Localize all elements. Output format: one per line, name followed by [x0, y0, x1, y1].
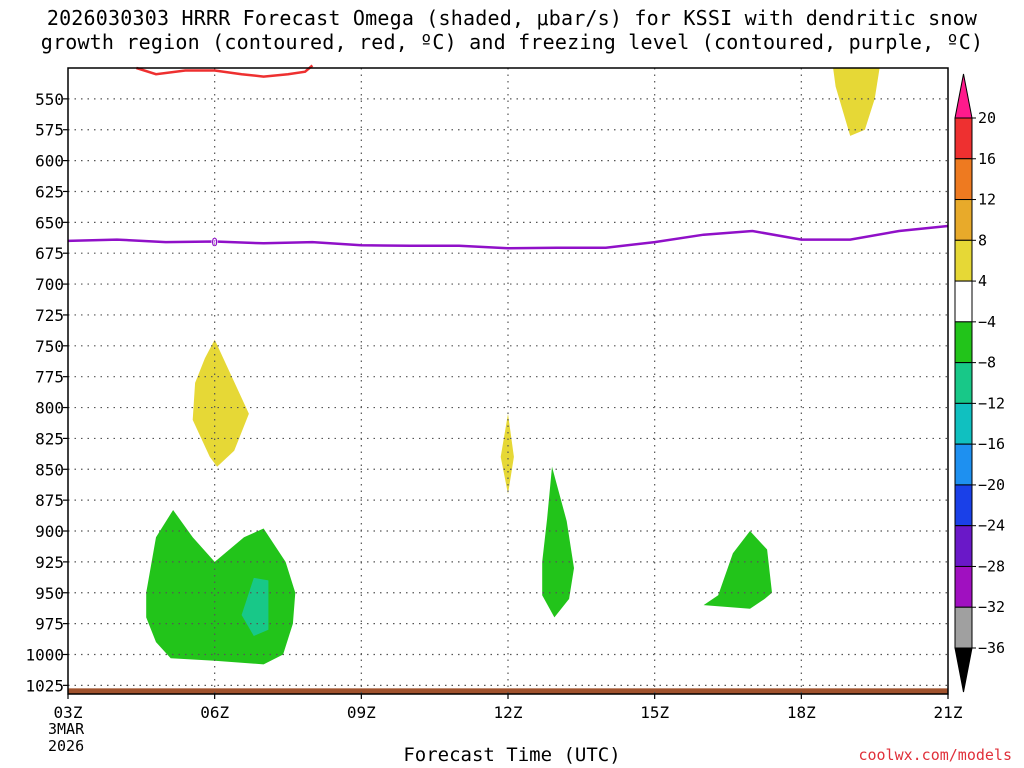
colorbar-label: −28 [978, 557, 1005, 575]
credit-link[interactable]: coolwx.com/models [858, 746, 1012, 764]
colorbar-swatch [954, 606, 973, 649]
chart-title: 2026030303 HRRR Forecast Omega (shaded, … [40, 6, 984, 54]
x-tick-label: 15Z [640, 703, 669, 722]
shaded-omega-layer [68, 68, 948, 694]
y-tick-label: 750 [35, 337, 64, 356]
x-tick-label: 18Z [787, 703, 816, 722]
x-tick-label: 06Z [200, 703, 229, 722]
colorbar-swatch [954, 321, 973, 364]
omega-region-7 [703, 531, 772, 609]
colorbar-swatch [954, 117, 973, 160]
colorbar-swatch [954, 158, 973, 201]
colorbar-label: −12 [978, 394, 1005, 412]
colorbar-label: −16 [978, 435, 1005, 453]
omega-region-2 [500, 413, 514, 494]
colorbar-label: −20 [978, 476, 1005, 494]
colorbar-swatch [954, 239, 973, 282]
grid-lines [68, 68, 948, 694]
y-tick-label: 725 [35, 306, 64, 325]
omega-region-5 [241, 577, 269, 636]
colorbar-bottom-arrow [954, 647, 973, 693]
contour-layer: 0 [67, 64, 949, 250]
colorbar-top-arrow [954, 73, 973, 119]
y-tick-label: 975 [35, 615, 64, 634]
freezing-level-line [67, 224, 949, 250]
y-tick-label: 900 [35, 522, 64, 541]
colorbar-label: 12 [978, 191, 996, 209]
colorbar: 20 16 12 8 4 −4 −8 −12 −16 −20 −24 −28 −32 −36 [954, 73, 1005, 693]
y-tick-label: 875 [35, 491, 64, 510]
y-tick-label: 775 [35, 368, 64, 387]
colorbar-swatch [954, 484, 973, 527]
colorbar-swatch [954, 525, 973, 567]
y-tick-label: 600 [35, 152, 64, 171]
date-label-year: 2026 [48, 737, 85, 755]
colorbar-swatch [954, 280, 973, 323]
colorbar-label: 16 [978, 150, 996, 168]
y-tick-label: 950 [35, 584, 64, 603]
colorbar-swatch [954, 402, 973, 445]
omega-region-1 [192, 339, 249, 467]
colorbar-swatch [954, 443, 973, 486]
colorbar-label: −4 [978, 313, 996, 331]
x-axis: 03Z 06Z 09Z 12Z 15Z 18Z 21Z [54, 694, 963, 722]
freezing-level-label: 0 [211, 235, 218, 249]
y-tick-label: 825 [35, 429, 64, 448]
y-tick-label: 1025 [25, 676, 64, 695]
omega-region-6 [542, 466, 574, 618]
y-tick-label: 925 [35, 553, 64, 572]
omega-region-3 [833, 68, 880, 136]
y-tick-label: 1000 [25, 645, 64, 664]
x-tick-label: 21Z [934, 703, 963, 722]
colorbar-label: −32 [978, 598, 1005, 616]
y-tick-label: 650 [35, 213, 64, 232]
x-tick-label: 12Z [494, 703, 523, 722]
colorbar-label: −24 [978, 517, 1005, 535]
y-tick-label: 675 [35, 244, 64, 263]
y-tick-label: 800 [35, 399, 64, 418]
y-tick-label: 625 [35, 182, 64, 201]
terrain-fill [68, 688, 948, 694]
x-axis-title: Forecast Time (UTC) [403, 744, 621, 766]
colorbar-label: −36 [978, 639, 1005, 657]
colorbar-swatch [954, 362, 973, 404]
colorbar-label: 4 [978, 272, 987, 290]
y-tick-label: 700 [35, 275, 64, 294]
y-axis: 550 575 600 625 650 675 700 725 750 775 800 825 850 8… [25, 90, 68, 695]
colorbar-label: 20 [978, 109, 996, 127]
colorbar-label: −8 [978, 354, 996, 372]
omega-region-4 [146, 510, 296, 665]
x-tick-label: 09Z [347, 703, 376, 722]
y-tick-label: 550 [35, 90, 64, 109]
colorbar-swatch [954, 565, 973, 608]
dgz-contour-line [136, 64, 314, 78]
x-tick-label: 03Z [54, 703, 83, 722]
colorbar-label: 8 [978, 231, 987, 249]
y-tick-label: 850 [35, 460, 64, 479]
y-tick-label: 575 [35, 121, 64, 140]
colorbar-swatch [954, 199, 973, 241]
date-label-month: 3MAR [48, 720, 85, 738]
